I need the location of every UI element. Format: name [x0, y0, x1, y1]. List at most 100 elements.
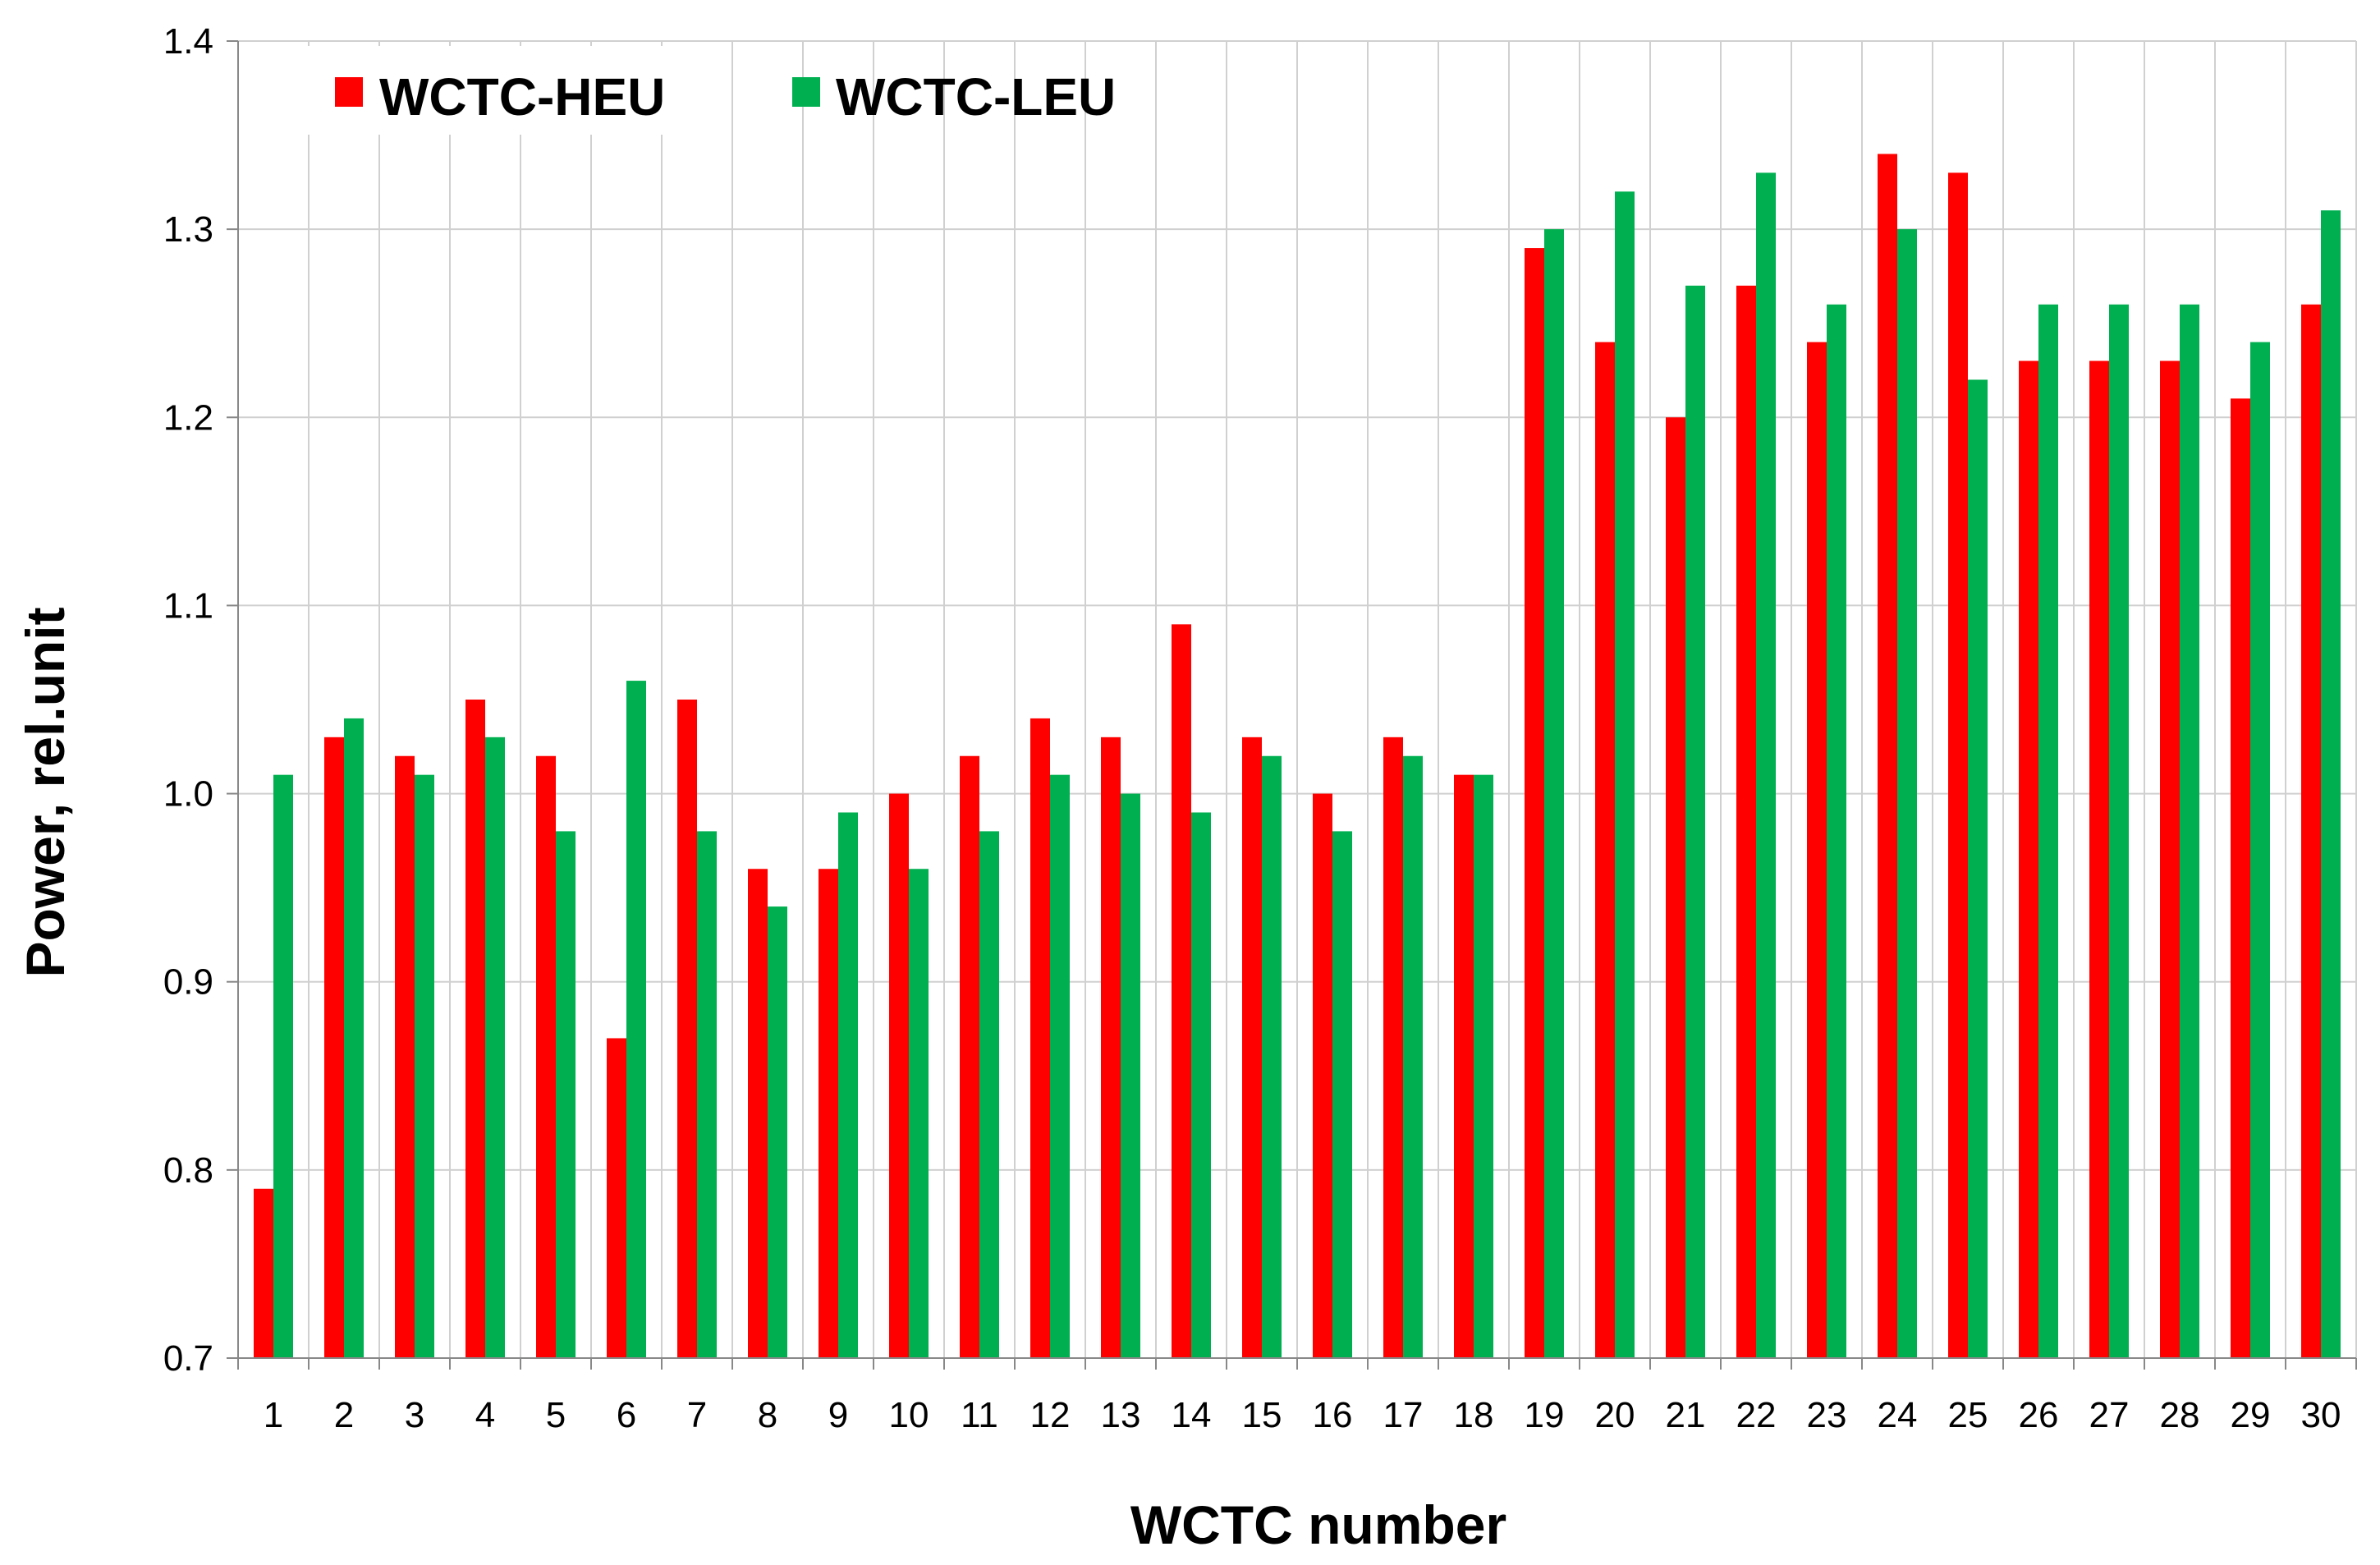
bar-heu-13 — [1101, 737, 1121, 1358]
bar-heu-29 — [2231, 398, 2250, 1358]
x-tick-label: 6 — [617, 1395, 636, 1435]
bar-leu-5 — [556, 831, 576, 1358]
x-tick-label: 14 — [1172, 1395, 1212, 1435]
x-tick-label: 16 — [1313, 1395, 1353, 1435]
bar-leu-7 — [697, 831, 717, 1358]
bar-leu-1 — [273, 774, 293, 1358]
bar-heu-22 — [1736, 285, 1756, 1358]
x-tick-label: 12 — [1030, 1395, 1071, 1435]
bar-leu-24 — [1897, 229, 1917, 1359]
bar-heu-6 — [607, 1038, 626, 1358]
bar-leu-29 — [2250, 342, 2270, 1359]
bar-leu-2 — [344, 718, 364, 1358]
bar-leu-19 — [1544, 229, 1564, 1359]
x-tick-label: 1 — [264, 1395, 283, 1435]
y-tick-label: 0.7 — [163, 1338, 213, 1379]
bar-leu-10 — [909, 869, 929, 1358]
y-tick-label: 0.8 — [163, 1150, 213, 1191]
bar-heu-25 — [1948, 172, 1968, 1358]
bar-heu-2 — [324, 737, 344, 1358]
bar-heu-20 — [1595, 342, 1615, 1359]
bar-heu-16 — [1313, 793, 1332, 1358]
x-tick-label: 5 — [546, 1395, 566, 1435]
x-tick-label: 10 — [889, 1395, 929, 1435]
x-tick-label: 20 — [1595, 1395, 1635, 1435]
x-tick-label: 19 — [1525, 1395, 1565, 1435]
bar-leu-14 — [1191, 812, 1211, 1358]
bar-leu-11 — [979, 831, 999, 1358]
bar-leu-16 — [1332, 831, 1352, 1358]
bar-heu-12 — [1030, 718, 1050, 1358]
bar-heu-10 — [889, 793, 909, 1358]
bar-leu-8 — [768, 906, 787, 1358]
legend-swatch-leu — [792, 77, 820, 107]
bar-heu-23 — [1807, 342, 1827, 1359]
x-tick-label: 27 — [2089, 1395, 2130, 1435]
y-tick-labels: 0.7 0.8 0.9 1.0 1.1 1.2 1.3 1.4 — [163, 21, 213, 1379]
bar-heu-15 — [1242, 737, 1262, 1358]
bar-heu-30 — [2301, 304, 2321, 1358]
bar-heu-18 — [1454, 774, 1474, 1358]
bar-leu-22 — [1756, 172, 1776, 1358]
bar-leu-21 — [1685, 285, 1705, 1358]
y-tick-label: 1.2 — [163, 397, 213, 438]
y-tick-label: 1.0 — [163, 774, 213, 815]
x-tick-label: 26 — [2019, 1395, 2059, 1435]
y-tick-label: 1.4 — [163, 21, 213, 62]
bar-heu-4 — [465, 700, 485, 1358]
x-tick-label: 23 — [1807, 1395, 1847, 1435]
bar-leu-28 — [2180, 304, 2199, 1358]
x-tick-label: 21 — [1666, 1395, 1706, 1435]
y-axis-title: Power, rel.unit — [15, 607, 76, 977]
bar-leu-18 — [1474, 774, 1493, 1358]
y-tick-label: 1.1 — [163, 585, 213, 626]
legend-label-heu: WCTC-HEU — [379, 67, 665, 126]
x-tick-label: 7 — [687, 1395, 707, 1435]
bar-heu-1 — [254, 1188, 273, 1358]
bar-heu-19 — [1525, 248, 1544, 1358]
legend-label-leu: WCTC-LEU — [836, 67, 1116, 126]
bar-leu-23 — [1827, 304, 1846, 1358]
bar-heu-14 — [1172, 624, 1191, 1358]
x-tick-label: 22 — [1736, 1395, 1777, 1435]
bar-leu-26 — [2038, 304, 2058, 1358]
gridlines — [238, 40, 2357, 1358]
bar-leu-27 — [2109, 304, 2129, 1358]
y-tick-label: 0.9 — [163, 962, 213, 1003]
bar-leu-17 — [1403, 755, 1423, 1358]
x-tick-label: 9 — [828, 1395, 848, 1435]
axes — [227, 40, 2357, 1370]
bar-leu-15 — [1262, 755, 1282, 1358]
x-tick-label: 28 — [2160, 1395, 2200, 1435]
bar-heu-28 — [2160, 360, 2180, 1358]
bar-heu-8 — [748, 869, 768, 1358]
bar-leu-6 — [626, 681, 646, 1358]
bar-heu-27 — [2089, 360, 2109, 1358]
bar-leu-20 — [1615, 191, 1635, 1358]
bar-leu-4 — [485, 737, 505, 1358]
bar-leu-30 — [2321, 210, 2341, 1359]
bar-heu-21 — [1666, 417, 1685, 1359]
bar-heu-24 — [1878, 154, 1897, 1358]
x-tick-label: 30 — [2301, 1395, 2341, 1435]
x-axis-title: WCTC number — [1130, 1494, 1506, 1555]
x-tick-label: 8 — [758, 1395, 777, 1435]
bar-heu-11 — [960, 755, 979, 1358]
bar-heu-7 — [677, 700, 697, 1358]
bar-heu-26 — [2019, 360, 2038, 1358]
bar-leu-12 — [1050, 774, 1070, 1358]
y-tick-label: 1.3 — [163, 209, 213, 250]
bar-heu-9 — [819, 869, 838, 1358]
x-tick-label: 18 — [1454, 1395, 1494, 1435]
x-tick-labels: 1 2 3 4 5 6 7 8 9 10 11 12 13 14 15 16 17 18 19 20 21 22 23 24 2… — [264, 1395, 2341, 1435]
x-tick-label: 3 — [405, 1395, 424, 1435]
x-tick-label: 15 — [1242, 1395, 1282, 1435]
bar-leu-3 — [415, 774, 434, 1358]
bar-heu-5 — [536, 755, 556, 1358]
x-tick-label: 4 — [475, 1395, 495, 1435]
legend-swatch-heu — [335, 77, 363, 107]
x-tick-label: 2 — [334, 1395, 354, 1435]
bar-heu-17 — [1383, 737, 1403, 1358]
legend: WCTC-HEU WCTC-LEU — [286, 46, 1116, 135]
